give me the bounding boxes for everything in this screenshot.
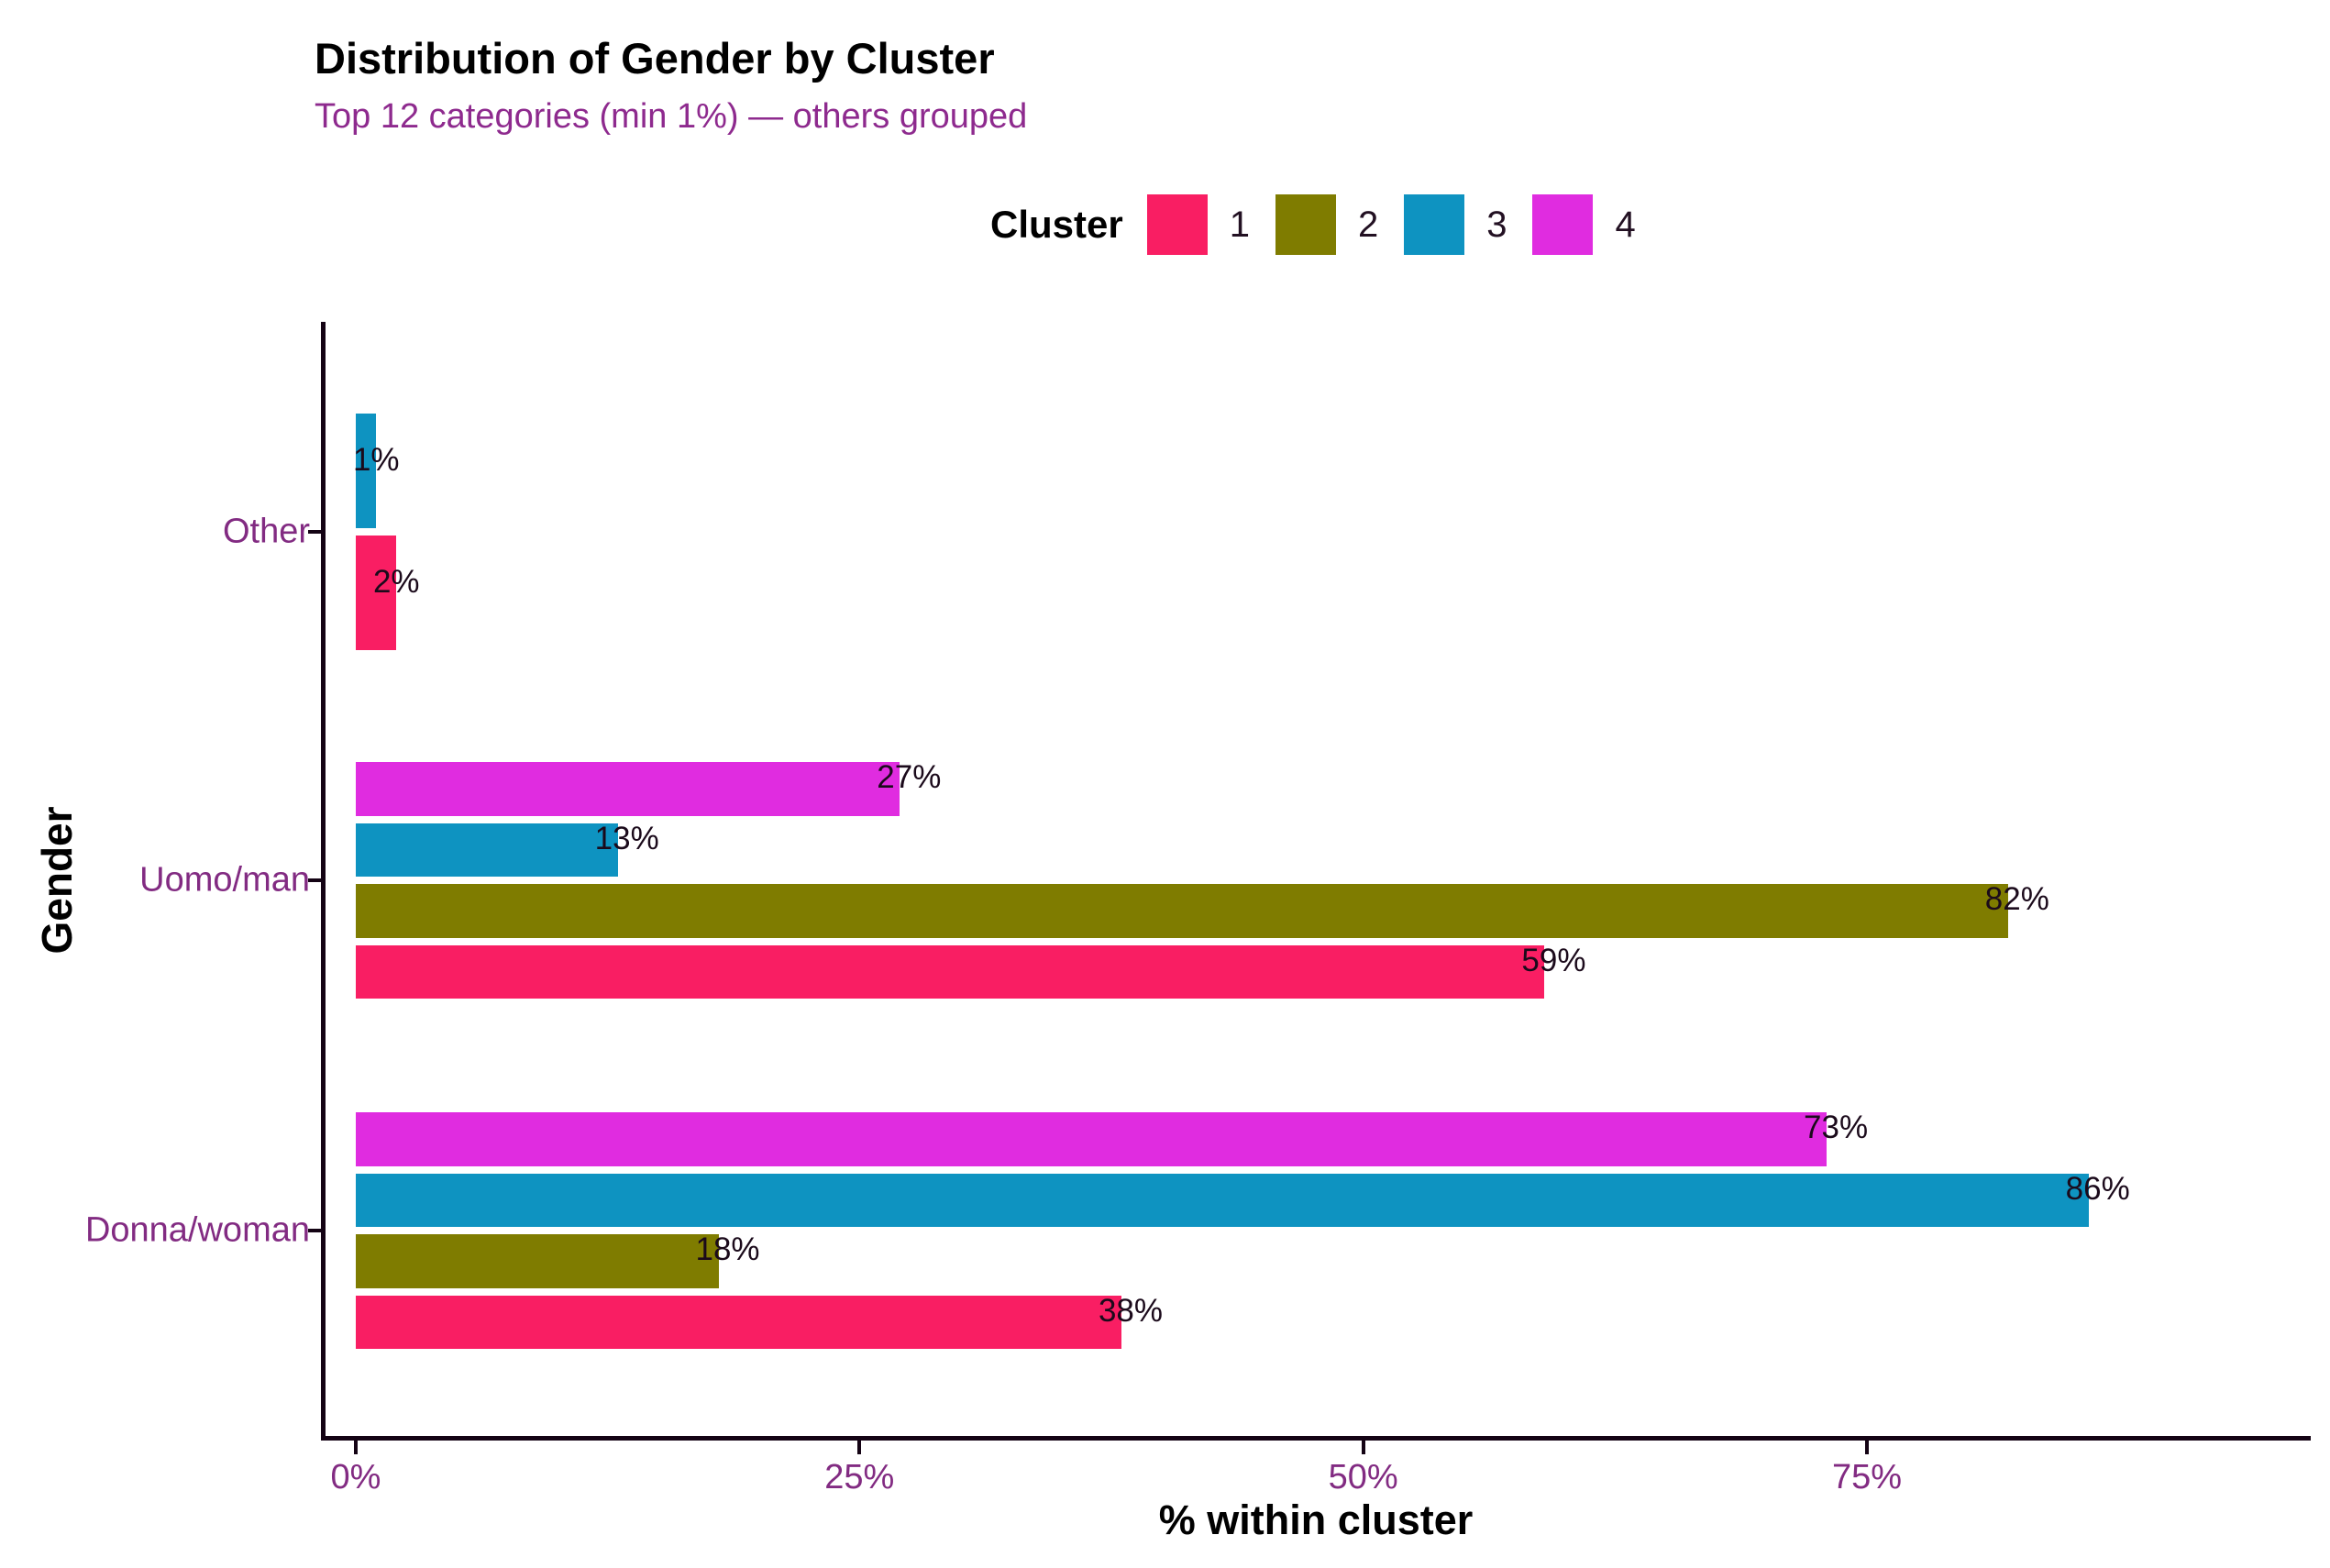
category-label-donna-woman: Donna/woman [84,1210,310,1250]
x-tick-label: 75% [1831,1458,1902,1496]
bar-value-label: 13% [594,820,659,856]
chart-title: Distribution of Gender by Cluster [315,34,995,83]
chart-subtitle: Top 12 categories (min 1%) — others grou… [315,97,1028,136]
legend-label-cluster-2: 2 [1357,204,1379,245]
bar-cluster1-other [356,536,396,650]
bar-value-label: 38% [1098,1292,1164,1329]
y-axis-line [321,322,326,1440]
legend-label-cluster-1: 1 [1229,204,1250,245]
category-label-uomo-man: Uomo/man [139,860,310,900]
x-tick [1361,1441,1365,1454]
legend-item-cluster-3: 3 [1404,194,1507,255]
legend-label-cluster-4: 4 [1615,204,1636,245]
legend-swatch-cluster-3 [1404,194,1465,255]
legend-swatch-cluster-2 [1275,194,1336,255]
bar-value-label: 1% [352,441,400,478]
bar-value-label: 86% [2065,1170,2130,1207]
bar-cluster4-uomo-man [356,762,900,816]
x-axis-line [321,1436,2311,1441]
bar-cluster3-uomo-man [356,823,618,877]
bar-cluster3-other [356,414,376,528]
bar-value-label: 18% [695,1231,760,1268]
x-tick [1864,1441,1869,1454]
bar-cluster1-donna-woman [356,1295,1121,1349]
legend-item-cluster-1: 1 [1146,194,1250,255]
legend-label-cluster-3: 3 [1486,204,1507,245]
bar-cluster1-uomo-man [356,944,1545,999]
bar-cluster3-donna-woman [356,1173,2089,1227]
x-axis-title: % within cluster [1158,1496,1474,1543]
y-tick [308,878,322,882]
bar-value-label: 27% [877,759,942,796]
bar-cluster4-donna-woman [356,1112,1828,1166]
bar-cluster2-donna-woman [356,1234,719,1288]
legend-title: Cluster [990,203,1123,246]
x-tick-label: 0% [330,1458,381,1496]
legend: Cluster 1 2 3 4 [990,193,1662,257]
x-tick-label: 50% [1328,1458,1398,1496]
legend-item-cluster-4: 4 [1532,194,1636,255]
legend-swatch-cluster-4 [1532,194,1594,255]
bar-value-label: 2% [372,563,420,600]
y-tick [308,1229,322,1232]
bar-value-label: 73% [1804,1110,1869,1146]
bar-value-label: 59% [1521,942,1586,978]
y-tick [308,530,322,534]
legend-swatch-cluster-1 [1146,194,1208,255]
x-tick [354,1441,358,1454]
bar-cluster2-uomo-man [356,884,2008,938]
x-tick [857,1441,862,1454]
x-tick-label: 25% [824,1458,895,1496]
bar-value-label: 82% [1984,881,2049,918]
legend-item-cluster-2: 2 [1275,194,1378,255]
category-label-other: Other [222,512,310,551]
